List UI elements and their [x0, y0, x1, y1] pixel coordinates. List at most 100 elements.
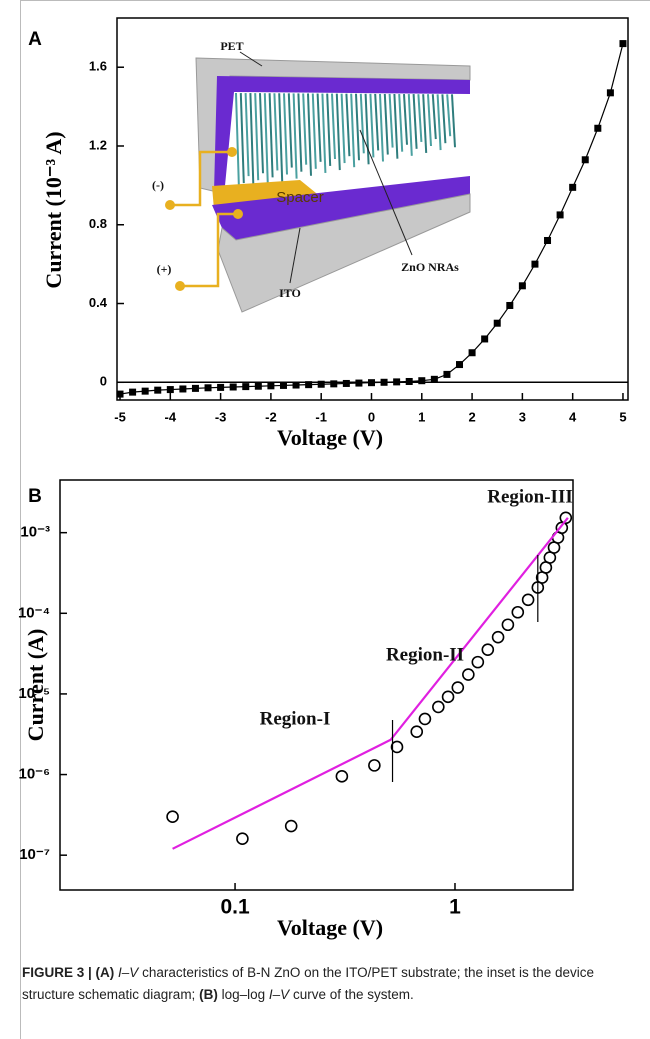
- nanorod: [259, 93, 264, 174]
- nanorod: [297, 93, 303, 172]
- nanorod: [369, 93, 375, 158]
- data-point: [166, 386, 174, 394]
- y-tick-label: 10⁻³: [20, 524, 50, 541]
- pointer: [289, 227, 301, 284]
- annotation: PET: [220, 39, 243, 53]
- x-tick-label: -4: [165, 409, 177, 424]
- y-axis-label: Current (10⁻³ A): [41, 131, 66, 288]
- ito-bottom: [212, 176, 470, 240]
- data-point: [367, 379, 375, 387]
- data-point: [481, 335, 489, 343]
- data-point: [410, 725, 424, 739]
- caption-text: characteristics of B-N ZnO on the ITO/PE…: [22, 965, 595, 1002]
- contact: [175, 281, 185, 291]
- nanorod: [431, 94, 437, 140]
- panel-label: A: [28, 29, 42, 50]
- data-point: [393, 378, 401, 386]
- data-point: [355, 379, 363, 387]
- nanorod: [283, 93, 288, 175]
- data-point: [544, 237, 552, 245]
- y-tick-label: 0.8: [89, 216, 107, 231]
- contact: [233, 209, 243, 219]
- data-point: [229, 383, 237, 391]
- nanorod: [427, 94, 432, 147]
- data-point: [191, 384, 199, 392]
- data-point: [491, 630, 505, 644]
- data-point: [471, 655, 485, 669]
- nanorod: [292, 93, 298, 179]
- contact: [165, 200, 175, 210]
- nanorod: [326, 93, 332, 166]
- data-point: [179, 385, 187, 393]
- nanorod: [407, 94, 413, 156]
- x-tick-label: 3: [519, 409, 526, 424]
- caption-italic: I–V: [118, 965, 139, 980]
- caption-label: (B): [199, 987, 218, 1002]
- nanorod: [403, 93, 408, 145]
- data-point: [501, 618, 515, 632]
- pointer: [239, 51, 263, 67]
- nanorod: [393, 93, 399, 159]
- data-point: [129, 388, 137, 396]
- series-line: [172, 517, 569, 850]
- data-point: [330, 380, 338, 388]
- data-point: [284, 819, 298, 833]
- y-tick-label: 10⁻⁴: [18, 604, 50, 621]
- y-tick-label: 1.6: [89, 59, 107, 74]
- data-point: [462, 668, 475, 681]
- nanorod: [278, 93, 284, 182]
- y-tick-label: 0.4: [89, 295, 108, 310]
- data-point: [405, 377, 413, 385]
- nanorod: [335, 93, 341, 171]
- data-point: [594, 124, 602, 132]
- x-tick-label: 4: [569, 409, 577, 424]
- x-tick-label: -2: [265, 409, 277, 424]
- nanorod: [331, 93, 336, 160]
- data-point: [204, 384, 212, 392]
- nanorod: [350, 93, 356, 168]
- nanorod: [321, 93, 327, 173]
- data-point: [418, 712, 432, 726]
- data-point: [317, 380, 325, 388]
- nanorod: [345, 93, 351, 157]
- y-tick-label: 10⁻⁷: [19, 846, 50, 863]
- data-point: [511, 605, 525, 619]
- data-point: [292, 381, 300, 389]
- annotation: Region-II: [386, 644, 464, 665]
- nanorod: [417, 94, 423, 142]
- nanorod: [254, 93, 260, 181]
- data-point: [441, 690, 455, 704]
- ito-top: [214, 76, 470, 196]
- plot-frame: [116, 17, 629, 401]
- data-point: [456, 361, 464, 369]
- x-tick-label: -5: [114, 409, 126, 424]
- x-axis-label: Voltage (V): [277, 425, 383, 450]
- nanorod: [412, 94, 418, 149]
- y-tick-label: 0: [100, 374, 107, 389]
- x-tick-label: 5: [619, 409, 626, 424]
- caption: FIGURE 3 | (A) I–V characteristics of B-…: [22, 962, 632, 1006]
- data-point: [443, 370, 451, 378]
- caption-italic: I–V: [268, 987, 290, 1002]
- caption-text: curve of the system.: [292, 987, 414, 1002]
- y-axis-label: Current (A): [23, 629, 48, 742]
- data-point: [217, 383, 225, 391]
- nanorod: [311, 93, 317, 169]
- nanorod: [268, 93, 274, 178]
- data-point: [531, 260, 539, 268]
- data-point: [342, 379, 350, 387]
- data-point: [506, 301, 514, 309]
- data-point: [380, 378, 388, 386]
- data-point: [242, 383, 250, 391]
- data-point: [451, 681, 465, 694]
- data-point: [556, 211, 564, 219]
- annotation: (-): [152, 178, 164, 192]
- nanorod: [436, 94, 442, 151]
- data-point: [432, 700, 445, 714]
- nanorod: [446, 94, 452, 137]
- nanorod: [422, 94, 428, 154]
- annotation: (+): [157, 262, 172, 276]
- nanorod: [379, 93, 384, 162]
- nanorod: [239, 92, 245, 184]
- wires: [172, 150, 238, 288]
